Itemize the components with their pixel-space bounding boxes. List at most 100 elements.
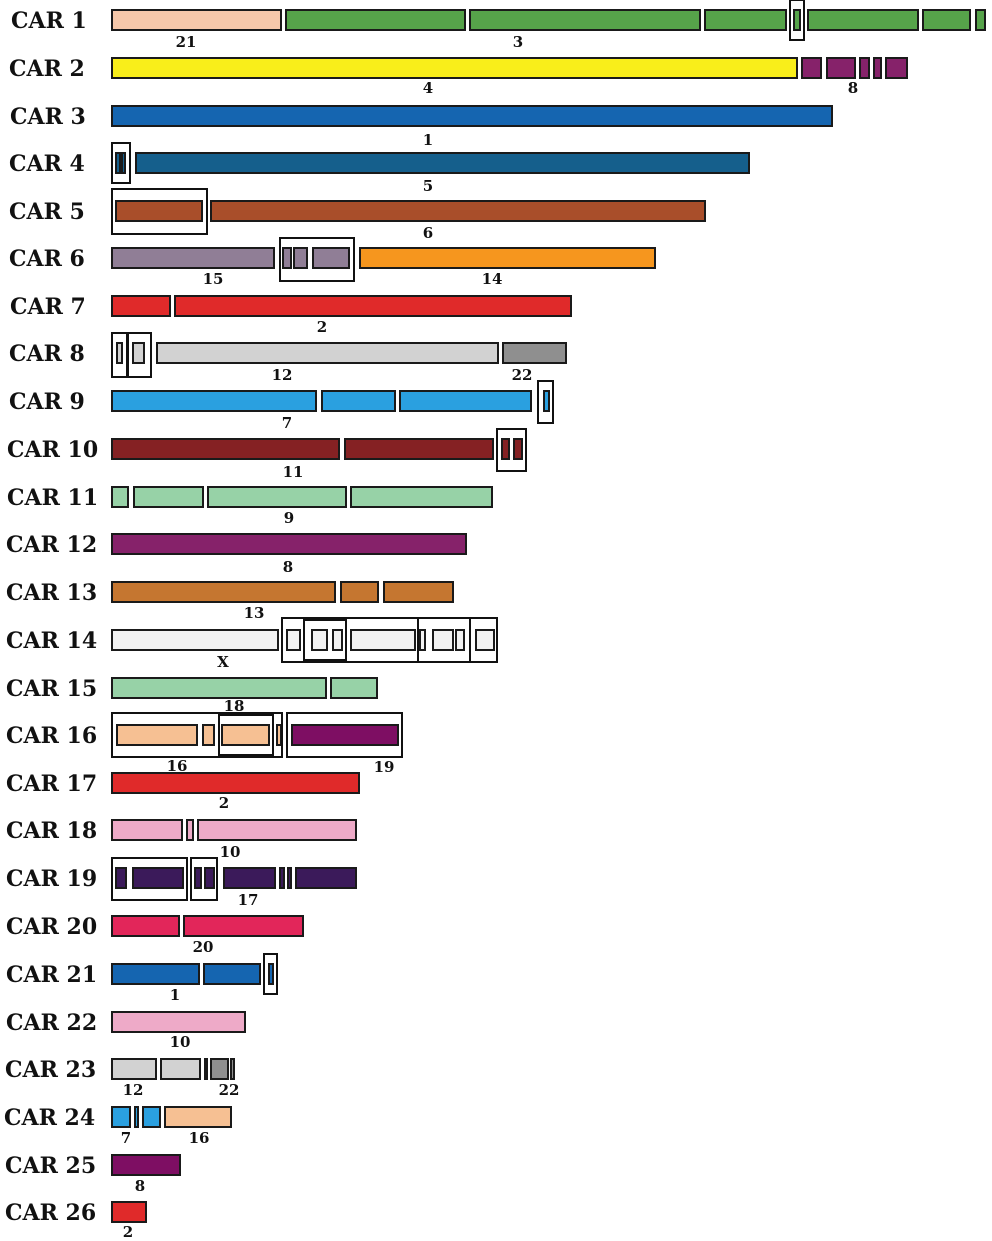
chromosome-name: CAR 18 xyxy=(6,818,97,844)
chromosome-row: CAR 22 10 xyxy=(6,1010,246,1051)
human-chromosome-label: 10 xyxy=(170,1033,191,1051)
homology-segment xyxy=(210,200,706,222)
chromosome-row: CAR 17 2 xyxy=(6,771,360,812)
chromosome-row: CAR 9 7 xyxy=(9,380,554,432)
homology-segment xyxy=(279,867,285,889)
human-chromosome-label: 22 xyxy=(219,1081,240,1099)
homology-segment xyxy=(164,1106,232,1128)
homology-segment xyxy=(793,9,801,31)
homology-segment xyxy=(111,295,171,317)
homology-segment xyxy=(223,867,276,889)
human-chromosome-label: 10 xyxy=(220,843,241,861)
chromosome-row: CAR 6 15 14 xyxy=(9,237,656,288)
chromosome-row: CAR 18 10 xyxy=(6,818,357,861)
human-chromosome-label: 16 xyxy=(189,1129,210,1147)
chromosome-row: CAR 4 5 xyxy=(9,142,750,195)
chromosome-name: CAR 21 xyxy=(6,962,97,988)
rearrangement-frame xyxy=(789,0,805,41)
human-chromosome-label: 14 xyxy=(482,270,503,288)
human-chromosome-label: 9 xyxy=(284,509,294,527)
human-chromosome-label: 7 xyxy=(282,414,292,432)
homology-segment xyxy=(340,581,379,603)
chromosome-name: CAR 7 xyxy=(10,294,86,320)
homology-segment xyxy=(285,9,466,31)
chromosome-row: CAR 2 4 8 xyxy=(9,56,908,97)
homology-segment xyxy=(332,629,343,651)
human-chromosome-label: 1 xyxy=(423,131,433,149)
human-chromosome-label: 1 xyxy=(170,986,180,1004)
chromosome-row: CAR 8 12 22 xyxy=(9,332,567,384)
homology-segment xyxy=(204,867,215,889)
rearrangement-frame xyxy=(279,237,355,282)
human-chromosome-label: 19 xyxy=(374,758,395,776)
chromosome-row: CAR 20 20 xyxy=(6,914,304,956)
human-chromosome-label: 18 xyxy=(224,697,245,715)
chromosome-name: CAR 24 xyxy=(4,1105,95,1131)
homology-segment xyxy=(975,9,986,31)
homology-segment xyxy=(221,724,270,746)
homology-segment xyxy=(312,247,350,269)
chromosome-name: CAR 5 xyxy=(9,199,85,225)
chromosome-name: CAR 22 xyxy=(6,1010,97,1036)
chromosome-row: CAR 25 8 xyxy=(5,1153,181,1195)
chromosome-row: CAR 15 xyxy=(6,676,378,702)
homology-segment xyxy=(111,390,317,412)
chromosome-row: CAR 10 11 xyxy=(7,428,527,481)
chromosome-row: CAR 14 X xyxy=(6,617,498,671)
chromosome-row: CAR 11 9 xyxy=(7,485,493,527)
homology-segment xyxy=(115,152,121,174)
human-chromosome-label: 16 xyxy=(167,757,188,775)
homology-segment xyxy=(230,1058,235,1080)
homology-segment xyxy=(111,1106,131,1128)
homology-segment xyxy=(475,629,495,651)
chromosome-row: CAR 1 21 3 xyxy=(11,0,986,51)
homology-segment xyxy=(134,1106,139,1128)
human-chromosome-label: 12 xyxy=(123,1081,144,1099)
rearrangement-frame xyxy=(496,428,527,472)
homology-segment xyxy=(513,438,523,460)
human-chromosome-label: 5 xyxy=(423,177,433,195)
human-chromosome-label: 13 xyxy=(244,604,265,622)
homology-segment xyxy=(432,629,454,651)
chromosome-row: CAR 13 13 xyxy=(6,580,454,622)
chromosome-name: CAR 14 xyxy=(6,628,97,654)
chromosome-row: CAR 21 1 xyxy=(6,953,278,1004)
chromosome-name: CAR 23 xyxy=(5,1057,96,1083)
homology-segment xyxy=(132,342,145,364)
homology-segment xyxy=(194,867,202,889)
homology-segment xyxy=(142,1106,161,1128)
chromosome-name: CAR 10 xyxy=(7,437,98,463)
chromosome-row: CAR 23 12 22 xyxy=(5,1057,239,1099)
rearrangement-frame xyxy=(111,142,131,184)
homology-segment xyxy=(174,295,572,317)
homology-segment xyxy=(873,57,882,79)
human-chromosome-label: 6 xyxy=(423,224,433,242)
homology-segment xyxy=(111,486,129,508)
homology-segment xyxy=(121,152,126,174)
homology-segment xyxy=(197,819,357,841)
human-chromosome-label: 3 xyxy=(513,33,523,51)
rearrangement-frame xyxy=(111,857,188,901)
rearrangement-frame xyxy=(417,617,471,663)
homology-segment xyxy=(330,677,378,699)
human-chromosome-label: 8 xyxy=(283,558,293,576)
homology-segment xyxy=(543,390,550,412)
homology-segment xyxy=(287,867,292,889)
chromosome-name: CAR 16 xyxy=(6,723,97,749)
human-chromosome-label: 12 xyxy=(272,366,293,384)
homology-segment xyxy=(115,200,203,222)
chromosome-name: CAR 6 xyxy=(9,246,85,272)
chromosome-row: CAR 26 2 xyxy=(5,1200,147,1241)
chromosome-row: CAR 5 6 xyxy=(9,188,706,242)
homology-segment xyxy=(350,629,416,651)
human-chromosome-label: 17 xyxy=(238,891,259,909)
human-chromosome-label: 22 xyxy=(512,366,533,384)
homology-segment xyxy=(295,867,357,889)
homology-segment xyxy=(311,629,328,651)
homology-segment xyxy=(115,867,127,889)
homology-segment xyxy=(116,724,198,746)
chromosome-name: CAR 8 xyxy=(9,341,85,367)
rearrangement-frame xyxy=(303,619,347,661)
human-chromosome-label: 4 xyxy=(423,79,433,97)
